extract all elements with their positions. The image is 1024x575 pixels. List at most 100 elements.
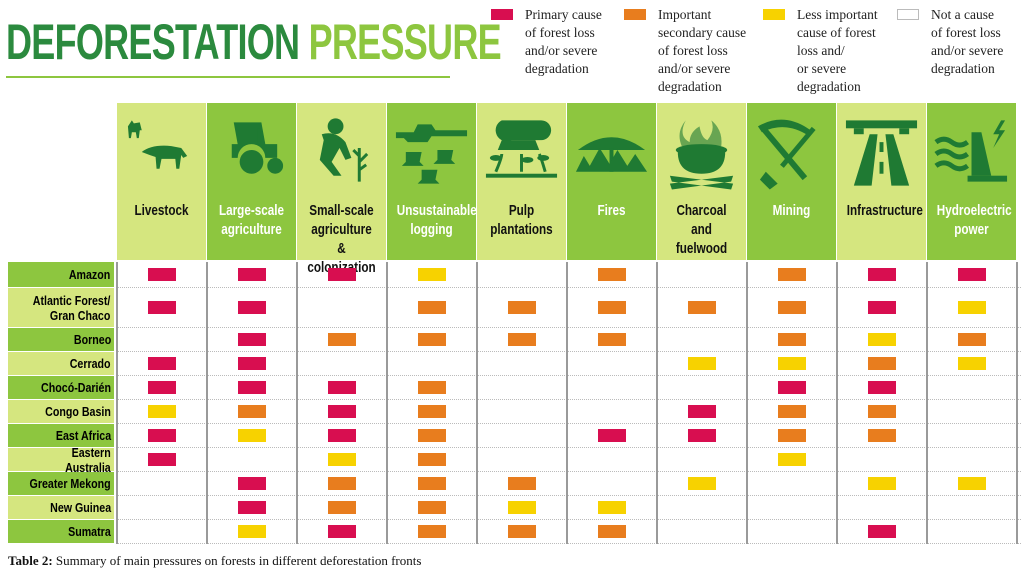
row-label-text: Eastern Australia [65,444,111,475]
cell-less-important-cause [688,477,716,490]
cell-important-cause [598,268,626,281]
cell-primary-cause [958,268,986,281]
row-divider [117,423,1021,424]
column-divider [296,262,298,544]
cell-less-important-cause [868,477,896,490]
legend-important: Important secondary cause of forest loss… [624,6,788,96]
road-icon [845,120,918,186]
cell-important-cause [868,429,896,442]
cell-primary-cause [148,429,176,442]
column-divider [476,262,478,544]
column-label: Charcoal and fuelwood [675,202,728,257]
row-divider [117,375,1021,376]
cell-important-cause [328,477,356,490]
cell-important-cause [598,301,626,314]
cell-important-cause [868,357,896,370]
column-label: Infrastructure [846,202,923,219]
cell-important-cause [418,429,446,442]
cell-important-cause [508,525,536,538]
legend-swatch-primary [491,9,513,20]
row-label: Greater Mekong [8,472,114,495]
cell-important-cause [418,501,446,514]
row-label: Chocó-Darién [8,376,114,399]
cell-important-cause [508,333,536,346]
column-label: Livestock [134,202,189,219]
legend-none: Not a cause of forest loss and/or severe… [897,6,1024,78]
cell-primary-cause [148,301,176,314]
cell-important-cause [418,477,446,490]
row-label: Cerrado [8,352,114,375]
cell-important-cause [418,301,446,314]
row-label-text: Cerrado [69,356,111,371]
cell-important-cause [328,333,356,346]
row-label-text: Amazon [69,267,111,282]
column-divider [206,262,208,544]
column-divider [926,262,928,544]
row-label: New Guinea [8,496,114,519]
chainsaw-icon [395,124,468,184]
cell-less-important-cause [778,357,806,370]
column-label: Fires [597,202,626,219]
row-label: Borneo [8,328,114,351]
row-divider [117,471,1021,472]
cell-important-cause [958,333,986,346]
cell-primary-cause [868,268,896,281]
cell-less-important-cause [958,477,986,490]
cell-primary-cause [238,268,266,281]
cell-less-important-cause [598,501,626,514]
cell-primary-cause [328,381,356,394]
row-divider [117,495,1021,496]
row-label: Sumatra [8,520,114,543]
title-underline [6,76,450,78]
cell-less-important-cause [958,301,986,314]
cell-primary-cause [868,525,896,538]
cell-primary-cause [778,381,806,394]
column-header: Large-scale agriculture [207,103,296,260]
legend-text-important: Important secondary cause of forest loss… [658,7,747,94]
cell-primary-cause [868,301,896,314]
caption-text: Summary of main pressures on forests in … [52,553,422,568]
column-header: Pulp plantations [477,103,566,260]
legend-text-primary: Primary cause of forest loss and/or seve… [525,7,602,76]
livestock-icon [127,120,188,169]
cell-primary-cause [238,477,266,490]
row-label-text: East Africa [55,428,111,443]
cell-important-cause [598,525,626,538]
row-divider [117,351,1021,352]
row-divider [117,287,1021,288]
row-label: Eastern Australia [8,445,114,475]
column-header: Infrastructure [837,103,926,260]
cell-primary-cause [148,268,176,281]
cell-less-important-cause [328,453,356,466]
cell-primary-cause [328,405,356,418]
cell-important-cause [508,301,536,314]
cell-less-important-cause [868,333,896,346]
column-header: Mining [747,103,836,260]
page-title: DEFORESTATION PRESSURE [6,14,502,70]
row-divider [117,327,1021,328]
legend-text-none: Not a cause of forest loss and/or severe… [931,7,1004,76]
pickaxe-shovel-icon [757,119,816,190]
cell-less-important-cause [688,357,716,370]
cell-less-important-cause [238,429,266,442]
caption-label: Table 2: [8,553,53,568]
row-label: Congo Basin [8,400,114,423]
cell-important-cause [598,333,626,346]
row-label-text: Congo Basin [44,404,111,419]
column-divider [656,262,658,544]
cell-primary-cause [328,525,356,538]
column-divider [1016,262,1018,544]
column-header: Unsustainable logging [387,103,477,260]
column-divider [116,262,118,544]
title-part-2: PRESSURE [308,14,502,70]
column-label: Unsustainable logging [396,202,477,238]
cell-important-cause [418,333,446,346]
cell-primary-cause [328,429,356,442]
row-label-text: New Guinea [49,500,111,515]
farmer-icon [319,118,369,182]
column-divider [836,262,838,544]
legend-swatch-less [763,9,785,20]
cell-important-cause [418,405,446,418]
legend-less: Less important cause of forest loss and/… [763,6,927,96]
